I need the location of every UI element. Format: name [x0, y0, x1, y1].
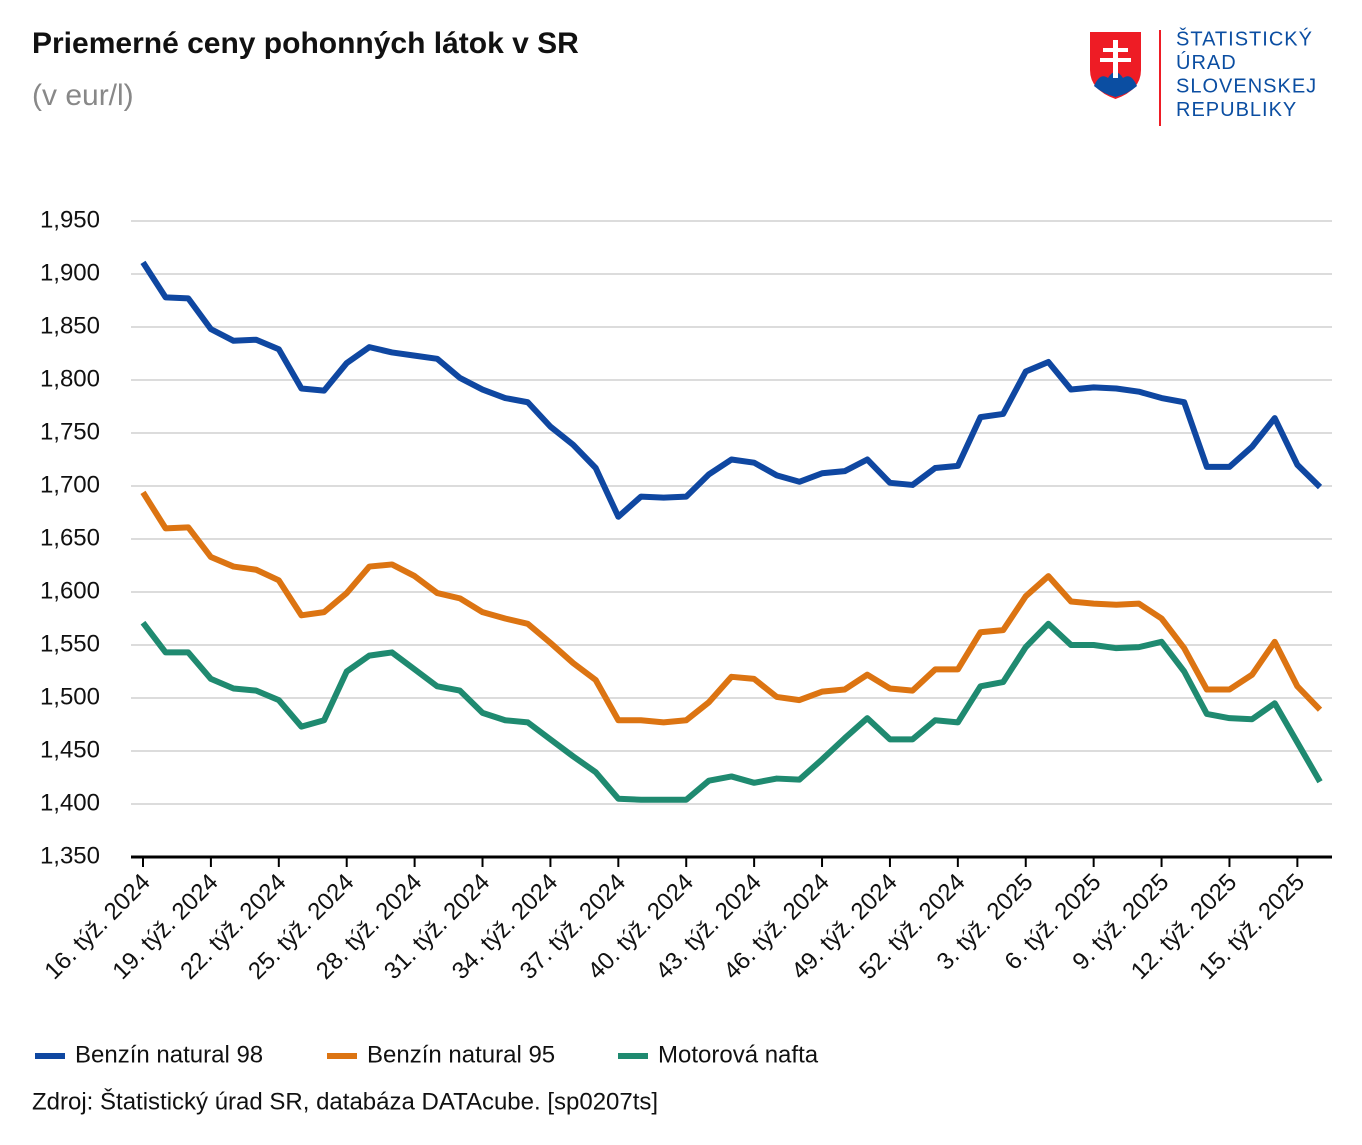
- logo-line: SLOVENSKEJ: [1176, 75, 1317, 97]
- logo-line: REPUBLIKY: [1176, 99, 1297, 121]
- logo-line: ÚRAD: [1176, 51, 1237, 74]
- series-line: [140, 490, 1323, 726]
- legend-label: Benzín natural 98: [75, 1041, 263, 1068]
- y-tick-label: 1,450: [40, 736, 100, 763]
- y-tick-label: 1,750: [40, 418, 100, 445]
- y-tick-label: 1,850: [40, 312, 100, 339]
- y-tick-label: 1,800: [40, 365, 100, 392]
- series-line: [140, 260, 1323, 520]
- logo-line: ŠTATISTICKÝ: [1176, 27, 1313, 50]
- chart-title: Priemerné ceny pohonných látok v SR: [32, 27, 579, 60]
- series-line: [140, 620, 1323, 803]
- y-tick-label: 1,700: [40, 471, 100, 498]
- source: Zdroj: Štatistický úrad SR, databáza DAT…: [32, 1087, 658, 1115]
- y-tick-label: 1,550: [40, 630, 100, 657]
- chart-subtitle: (v eur/l): [32, 79, 134, 112]
- y-tick-label: 1,500: [40, 683, 100, 710]
- y-tick-label: 1,650: [40, 524, 100, 551]
- logo-emblem: [1090, 32, 1141, 99]
- y-tick-label: 1,900: [40, 259, 100, 286]
- y-tick-label: 1,400: [40, 789, 100, 816]
- legend-label: Benzín natural 95: [367, 1041, 555, 1068]
- legend-label: Motorová nafta: [658, 1041, 819, 1068]
- y-tick-label: 1,600: [40, 577, 100, 604]
- y-tick-label: 1,950: [40, 206, 100, 233]
- y-tick-label: 1,350: [40, 842, 100, 869]
